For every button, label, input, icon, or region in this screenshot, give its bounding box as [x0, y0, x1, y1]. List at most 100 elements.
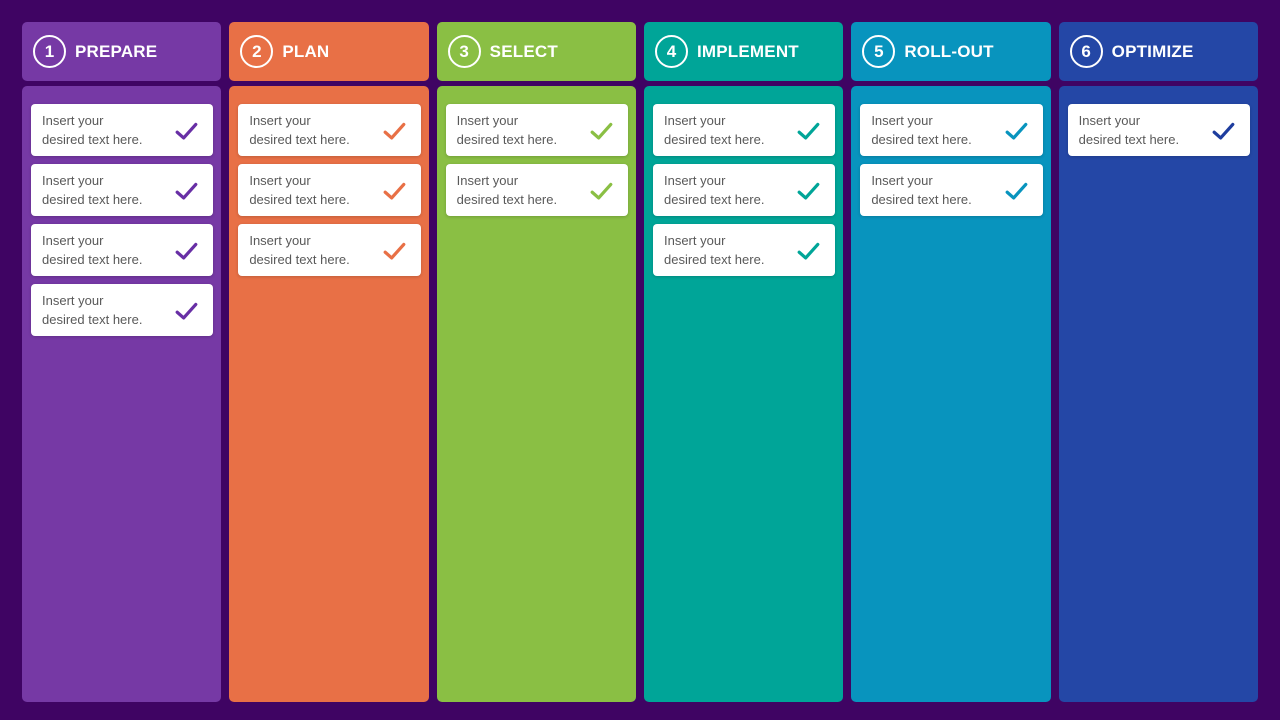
step-number-badge: 2: [240, 35, 274, 68]
column-body: Insert your desired text here. Insert yo…: [22, 86, 222, 702]
checklist-card[interactable]: Insert your desired text here.: [31, 284, 214, 336]
card-text: Insert your desired text here.: [664, 111, 764, 149]
card-text-line2: desired text here.: [456, 132, 558, 147]
check-icon: [175, 302, 198, 320]
column-title: PLAN: [282, 41, 330, 61]
card-text: Insert your desired text here.: [871, 171, 971, 209]
card-text-line1: Insert your: [42, 293, 104, 308]
card-text: Insert your desired text here.: [249, 231, 349, 269]
card-text-line2: desired text here.: [42, 192, 143, 207]
checklist-card[interactable]: Insert your desired text here.: [1067, 104, 1250, 156]
checklist-card[interactable]: Insert your desired text here.: [860, 164, 1043, 216]
column-prepare: 1 PREPARE Insert your desired text here.…: [22, 22, 222, 702]
step-number: 4: [666, 42, 677, 61]
checklist-card[interactable]: Insert your desired text here.: [238, 224, 421, 276]
check-icon: [1005, 122, 1028, 140]
card-text: Insert your desired text here.: [249, 171, 349, 209]
check-icon: [797, 182, 820, 200]
checklist-card[interactable]: Insert your desired text here.: [31, 104, 214, 156]
column-body: Insert your desired text here. Insert yo…: [229, 86, 429, 702]
column-title: SELECT: [489, 41, 558, 61]
check-icon: [383, 182, 406, 200]
column-title: ROLL-OUT: [904, 41, 994, 61]
card-text: Insert your desired text here.: [42, 291, 142, 329]
column-body: Insert your desired text here. Insert yo…: [436, 86, 636, 702]
column-body: Insert your desired text here. Insert yo…: [851, 86, 1051, 702]
column-header: 1 PREPARE: [22, 22, 222, 81]
card-text: Insert your desired text here.: [1079, 111, 1179, 149]
step-number: 5: [874, 42, 884, 61]
checklist-card[interactable]: Insert your desired text here.: [238, 164, 421, 216]
card-text-line2: desired text here.: [42, 252, 143, 267]
check-icon: [1212, 122, 1235, 140]
check-icon: [175, 242, 198, 260]
column-roll-out: 5 ROLL-OUT Insert your desired text here…: [851, 22, 1051, 702]
check-icon: [175, 122, 198, 140]
card-text-line1: Insert your: [42, 233, 104, 248]
checklist-card[interactable]: Insert your desired text here.: [445, 104, 628, 156]
card-text-line1: Insert your: [249, 233, 311, 248]
checklist-card[interactable]: Insert your desired text here.: [238, 104, 421, 156]
check-icon: [590, 122, 613, 140]
card-text-line2: desired text here.: [249, 132, 350, 147]
column-title: PREPARE: [75, 41, 158, 61]
column-body: Insert your desired text here.: [1058, 86, 1258, 702]
step-number-badge: 3: [447, 35, 481, 68]
column-header: 3 SELECT: [436, 22, 636, 81]
card-text-line1: Insert your: [663, 173, 726, 188]
card-text-line1: Insert your: [456, 113, 519, 128]
card-text-line2: desired text here.: [42, 312, 143, 327]
column-implement: 4 IMPLEMENT Insert your desired text her…: [643, 22, 844, 702]
column-header: 5 ROLL-OUT: [851, 22, 1051, 81]
step-number: 2: [252, 42, 262, 61]
check-icon: [797, 122, 820, 140]
card-text-line2: desired text here.: [249, 252, 350, 267]
card-text-line1: Insert your: [663, 233, 726, 248]
card-text-line2: desired text here.: [456, 192, 558, 207]
checklist-card[interactable]: Insert your desired text here.: [31, 224, 214, 276]
checklist-card[interactable]: Insert your desired text here.: [31, 164, 214, 216]
card-text-line2: desired text here.: [249, 192, 350, 207]
card-text-line2: desired text here.: [871, 192, 972, 207]
card-text: Insert your desired text here.: [42, 171, 142, 209]
step-number: 6: [1081, 42, 1091, 61]
card-text-line1: Insert your: [1078, 113, 1141, 128]
checklist-card[interactable]: Insert your desired text here.: [652, 224, 836, 276]
column-header: 2 PLAN: [229, 22, 429, 81]
step-number: 3: [459, 42, 469, 61]
card-text-line2: desired text here.: [663, 132, 765, 147]
checklist-card[interactable]: Insert your desired text here.: [652, 164, 836, 216]
process-board: 1 PREPARE Insert your desired text here.…: [22, 22, 1258, 702]
checklist-card[interactable]: Insert your desired text here.: [445, 164, 628, 216]
step-number-badge: 4: [654, 35, 688, 68]
card-text-line2: desired text here.: [871, 132, 972, 147]
checklist-card[interactable]: Insert your desired text here.: [652, 104, 836, 156]
card-text-line2: desired text here.: [663, 252, 765, 267]
check-icon: [383, 122, 406, 140]
checklist-card[interactable]: Insert your desired text here.: [860, 104, 1043, 156]
card-text: Insert your desired text here.: [457, 111, 557, 149]
card-text: Insert your desired text here.: [457, 171, 557, 209]
card-text: Insert your desired text here.: [42, 231, 142, 269]
card-text: Insert your desired text here.: [664, 171, 764, 209]
column-header: 4 IMPLEMENT: [643, 22, 844, 81]
card-text-line1: Insert your: [42, 113, 104, 128]
column-header: 6 OPTIMIZE: [1058, 22, 1258, 81]
step-number-badge: 6: [1069, 35, 1103, 68]
check-icon: [383, 242, 406, 260]
card-text: Insert your desired text here.: [664, 231, 764, 269]
column-select: 3 SELECT Insert your desired text here. …: [436, 22, 636, 702]
column-title: OPTIMIZE: [1111, 41, 1194, 61]
card-text-line2: desired text here.: [663, 192, 765, 207]
column-title: IMPLEMENT: [696, 41, 799, 61]
step-number-badge: 1: [33, 35, 66, 68]
check-icon: [175, 182, 198, 200]
card-text-line1: Insert your: [871, 173, 933, 188]
card-text-line2: desired text here.: [1078, 132, 1180, 147]
card-text-line1: Insert your: [871, 113, 933, 128]
card-text-line1: Insert your: [249, 173, 311, 188]
card-text: Insert your desired text here.: [871, 111, 971, 149]
check-icon: [590, 182, 613, 200]
column-optimize: 6 OPTIMIZE Insert your desired text here…: [1058, 22, 1258, 702]
step-number-badge: 5: [862, 35, 896, 68]
